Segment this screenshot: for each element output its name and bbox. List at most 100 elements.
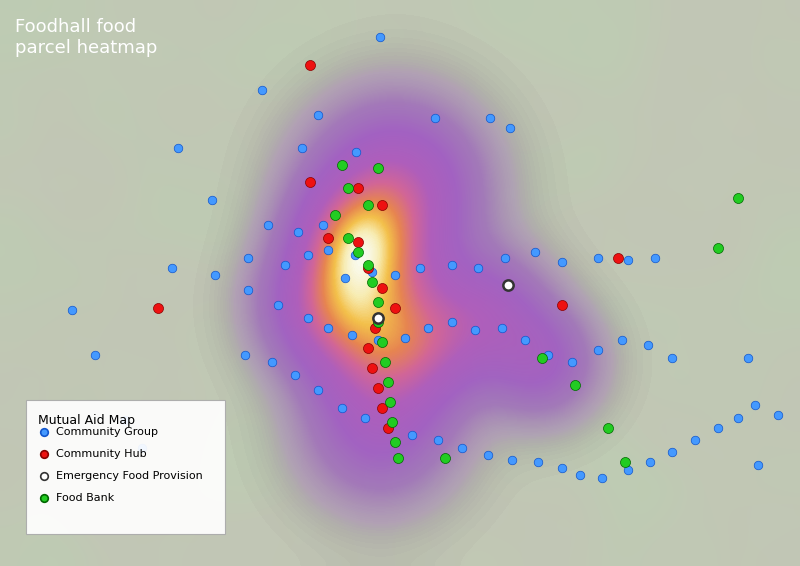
Point bbox=[362, 344, 374, 353]
Point bbox=[342, 233, 354, 242]
Point bbox=[666, 448, 678, 457]
Point bbox=[38, 449, 50, 458]
Point bbox=[616, 336, 629, 345]
Point bbox=[336, 161, 349, 170]
Point bbox=[376, 200, 389, 209]
Point bbox=[362, 263, 374, 272]
Point bbox=[472, 263, 485, 272]
Point bbox=[386, 418, 398, 427]
Point bbox=[569, 380, 582, 389]
Point bbox=[242, 254, 254, 263]
Text: Foodhall food
parcel heatmap: Foodhall food parcel heatmap bbox=[15, 18, 158, 57]
Point bbox=[262, 221, 274, 230]
Point bbox=[483, 113, 496, 122]
Point bbox=[272, 301, 285, 310]
Point bbox=[555, 464, 568, 473]
Point bbox=[296, 143, 309, 152]
Point bbox=[469, 325, 482, 335]
Point bbox=[398, 333, 411, 342]
Point bbox=[529, 247, 542, 256]
Point bbox=[38, 427, 50, 436]
Point bbox=[384, 397, 397, 406]
Point bbox=[518, 336, 531, 345]
Point bbox=[206, 195, 218, 204]
Point bbox=[622, 255, 634, 264]
Point bbox=[371, 298, 385, 307]
Point bbox=[618, 457, 631, 466]
Point bbox=[611, 254, 624, 263]
Point bbox=[312, 110, 325, 119]
Point bbox=[338, 273, 351, 282]
Point bbox=[382, 423, 394, 432]
Point bbox=[369, 324, 382, 333]
Point bbox=[171, 143, 184, 152]
Point bbox=[482, 451, 494, 460]
Point bbox=[689, 435, 702, 444]
Point bbox=[382, 423, 394, 432]
Point bbox=[118, 415, 131, 424]
Point bbox=[389, 303, 402, 312]
Point bbox=[602, 423, 614, 432]
Point bbox=[135, 444, 149, 453]
Point bbox=[592, 345, 605, 354]
Point bbox=[506, 456, 518, 465]
Point bbox=[38, 494, 50, 503]
Point bbox=[414, 263, 426, 272]
Point bbox=[496, 324, 509, 333]
FancyBboxPatch shape bbox=[26, 400, 225, 534]
Point bbox=[531, 457, 544, 466]
Point bbox=[371, 164, 385, 173]
Point bbox=[536, 354, 549, 363]
Point bbox=[371, 318, 385, 327]
Point bbox=[329, 211, 342, 220]
Point bbox=[376, 284, 389, 293]
Point bbox=[371, 314, 385, 323]
Point bbox=[304, 178, 317, 187]
Point bbox=[731, 414, 744, 423]
Point bbox=[643, 457, 656, 466]
Point bbox=[266, 358, 278, 367]
Point bbox=[304, 61, 317, 70]
Point bbox=[374, 32, 386, 41]
Point bbox=[352, 183, 365, 192]
Point bbox=[432, 435, 445, 444]
Point bbox=[89, 350, 102, 359]
Text: Community Group: Community Group bbox=[56, 427, 158, 437]
Point bbox=[317, 221, 330, 230]
Point bbox=[362, 200, 374, 209]
Point bbox=[555, 258, 568, 267]
Point bbox=[371, 336, 385, 345]
Point bbox=[358, 414, 371, 423]
Point bbox=[752, 461, 765, 470]
Point bbox=[666, 354, 678, 363]
Text: Community Hub: Community Hub bbox=[56, 449, 146, 459]
Point bbox=[555, 301, 568, 310]
Point bbox=[66, 306, 78, 315]
Point bbox=[456, 444, 469, 453]
Point bbox=[242, 285, 254, 294]
Point bbox=[302, 314, 314, 323]
Text: Food Bank: Food Bank bbox=[56, 493, 114, 503]
Point bbox=[238, 350, 251, 359]
Point bbox=[350, 148, 362, 157]
Point bbox=[749, 401, 762, 410]
Point bbox=[504, 123, 517, 132]
Point bbox=[712, 423, 725, 432]
Text: Emergency Food Provision: Emergency Food Provision bbox=[56, 471, 202, 481]
Point bbox=[595, 474, 609, 483]
Point bbox=[209, 271, 222, 280]
Point bbox=[38, 471, 50, 481]
Point bbox=[352, 247, 365, 256]
Point bbox=[371, 384, 385, 393]
Point bbox=[649, 254, 662, 263]
Point bbox=[446, 260, 458, 269]
Point bbox=[352, 238, 365, 247]
Point bbox=[289, 371, 302, 380]
Point bbox=[378, 358, 391, 367]
Point bbox=[429, 113, 442, 122]
Point bbox=[422, 324, 434, 333]
Point bbox=[291, 228, 304, 237]
Point bbox=[362, 260, 374, 269]
Point bbox=[566, 358, 578, 367]
Point bbox=[392, 453, 404, 462]
